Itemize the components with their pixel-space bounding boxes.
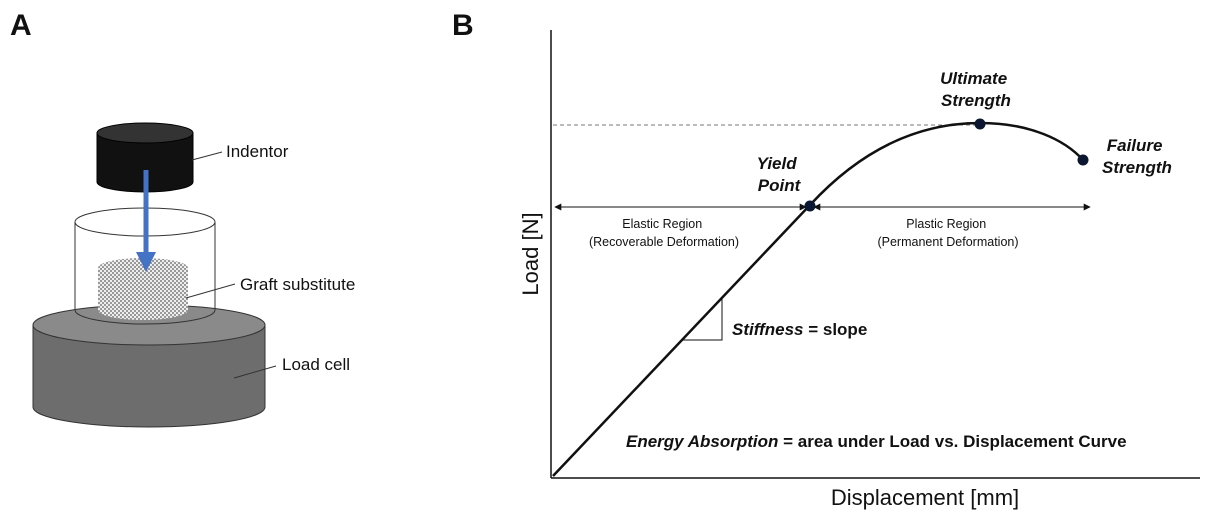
energy-label: Energy Absorption = area under Load vs. … xyxy=(626,432,1127,451)
plastic-label-line: Plastic Region xyxy=(906,217,986,231)
elastic-label: Elastic Region (Recoverable Deformation) xyxy=(589,217,739,249)
load-cell xyxy=(33,305,265,427)
stiffness-label: Stiffness = slope xyxy=(732,320,867,339)
panel-label: A xyxy=(10,9,32,42)
panel-label: B xyxy=(452,9,474,42)
elastic-label-line: (Recoverable Deformation) xyxy=(589,235,739,249)
ultimate-label-line: Ultimate xyxy=(940,69,1007,88)
yield-point xyxy=(805,201,816,212)
load-curve xyxy=(553,123,1083,476)
leader-line xyxy=(192,152,222,160)
elastic-label-line: Elastic Region xyxy=(622,217,702,231)
graft-substitute xyxy=(98,258,188,320)
x-axis-title: Displacement [mm] xyxy=(831,485,1019,510)
failure-label-line: Strength xyxy=(1102,158,1172,177)
yield-label: Yield Point xyxy=(757,154,802,195)
stiffness-text: = slope xyxy=(804,320,868,339)
failure-label: Failure Strength xyxy=(1102,136,1172,177)
failure-label-line: Failure xyxy=(1107,136,1163,155)
y-axis-title: Load [N] xyxy=(518,212,543,295)
energy-term: Energy Absorption xyxy=(626,432,778,451)
ultimate-label-line: Strength xyxy=(941,91,1011,110)
leader-line xyxy=(186,284,235,298)
energy-text: = area under Load vs. Displacement Curve xyxy=(778,432,1126,451)
failure-point xyxy=(1078,155,1089,166)
indentor-label: Indentor xyxy=(226,142,289,161)
graft-label: Graft substitute xyxy=(240,275,355,294)
ultimate-point xyxy=(975,119,986,130)
plastic-label-line: (Permanent Deformation) xyxy=(877,235,1018,249)
ultimate-label: Ultimate Strength xyxy=(940,69,1012,110)
stiffness-term: Stiffness xyxy=(732,320,804,339)
plastic-label: Plastic Region (Permanent Deformation) xyxy=(877,217,1018,249)
yield-label-line: Yield xyxy=(757,154,798,173)
load-cell-label: Load cell xyxy=(282,355,350,374)
yield-label-line: Point xyxy=(758,176,802,195)
figure: A Indentor Graft substitute Load cell B … xyxy=(0,0,1215,513)
